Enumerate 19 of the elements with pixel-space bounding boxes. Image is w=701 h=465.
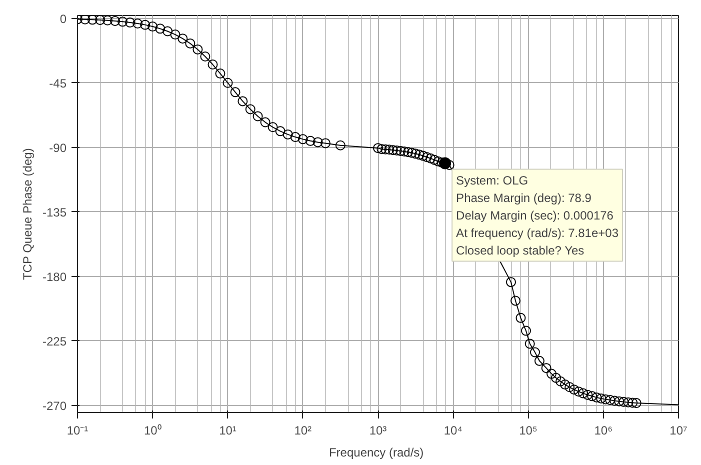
y-tick-label: 0 xyxy=(60,12,67,26)
x-tick-label: 10⁻¹ xyxy=(66,424,88,438)
y-tick-label: -225 xyxy=(42,334,67,348)
y-tick-label: -180 xyxy=(42,270,67,284)
y-tick-label: -45 xyxy=(49,76,67,90)
x-tick-label: 10⁴ xyxy=(444,424,462,438)
y-axis-title: TCP Queue Phase (deg) xyxy=(20,148,34,280)
y-tick-label: -270 xyxy=(42,398,67,413)
x-tick-label: 10⁰ xyxy=(144,424,162,438)
x-tick-label: 10⁷ xyxy=(670,424,688,438)
x-tick-label: 10⁵ xyxy=(519,424,538,438)
x-tick-label: 10⁶ xyxy=(594,424,613,438)
y-tick-label: -135 xyxy=(42,205,67,220)
x-tick-label: 10¹ xyxy=(219,424,236,438)
x-tick-label: 10² xyxy=(294,424,312,438)
y-tick-label: -90 xyxy=(49,140,67,155)
x-tick-label: 10³ xyxy=(369,424,387,438)
annotation: System: OLG Phase Margin (deg): 78.9 Delay Margin (sec): 0.000176 At frequency (rad/s): 7.81e+03 Closed loop stable? Yes xyxy=(456,173,619,258)
x-axis-title: Frequency (rad/s) xyxy=(328,446,424,460)
